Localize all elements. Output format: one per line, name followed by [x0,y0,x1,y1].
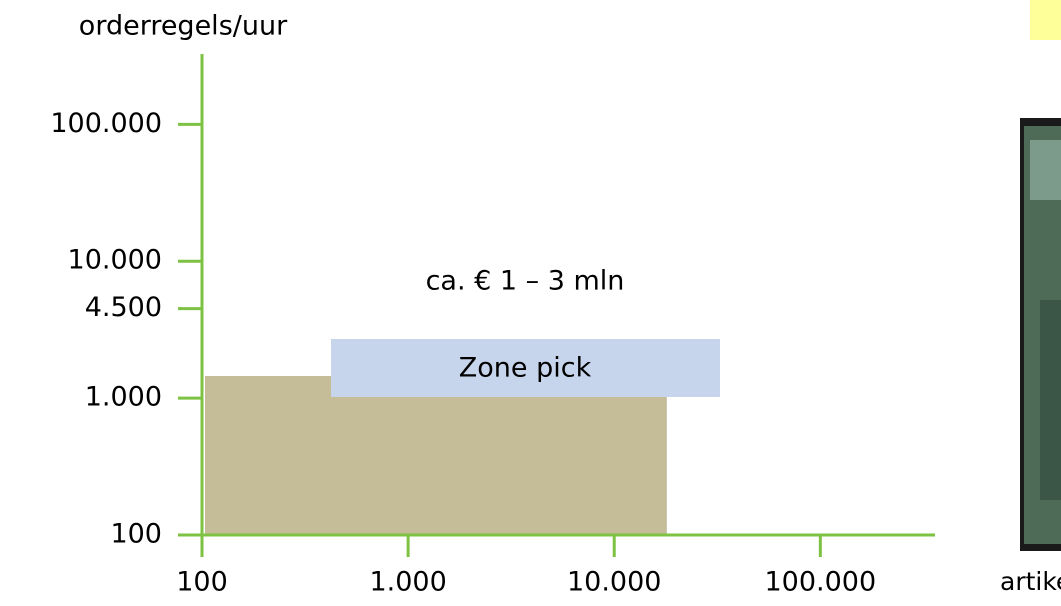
plot: 100 1.000 4.500 10.000 100.000 100 1.000 10.000… [50,54,935,598]
x-tick-label: 100.000 [765,567,877,598]
x-tick-label: 1.000 [369,567,446,598]
annotation: ca. € 1 – 3 mln [426,266,625,297]
y-axis-label: orderregels/uur [79,11,288,42]
y-tick-label: 1.000 [85,382,162,413]
y-tick-label: 100 [110,519,162,550]
x-tick-label: 10.000 [567,567,661,598]
region [205,376,667,535]
y-tick-label: 10.000 [68,245,162,276]
box-label: Zone pick [459,353,592,384]
y-tick-label: 4.500 [85,292,162,323]
x-axis-label: artikelen [1000,567,1061,596]
photo [1020,118,1061,551]
x-tick-label: 100 [176,567,228,598]
y-tick-label: 100.000 [50,108,162,139]
label-box [331,339,720,397]
highlight [1030,0,1061,40]
